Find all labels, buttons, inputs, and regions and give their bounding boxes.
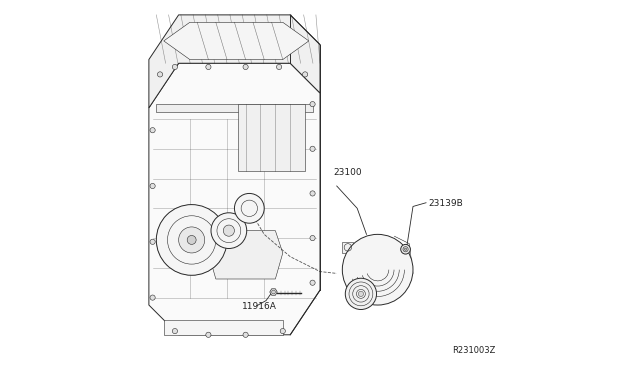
Circle shape [172,64,177,70]
Polygon shape [156,104,312,112]
Circle shape [310,146,315,151]
Circle shape [310,235,315,241]
Circle shape [310,280,315,285]
Text: 23100: 23100 [333,169,362,177]
Circle shape [276,64,282,70]
Circle shape [150,128,156,133]
Text: 11916A: 11916A [242,302,276,311]
Polygon shape [149,63,320,335]
Circle shape [404,248,406,250]
Polygon shape [209,231,283,279]
Polygon shape [164,320,283,335]
Circle shape [401,244,410,254]
Circle shape [156,205,227,275]
Polygon shape [270,289,277,295]
Polygon shape [342,242,353,253]
Circle shape [223,225,234,236]
Circle shape [206,64,211,70]
Circle shape [403,247,408,252]
Polygon shape [238,104,305,171]
Circle shape [243,332,248,337]
Circle shape [342,234,413,305]
Circle shape [150,295,156,300]
Circle shape [280,328,285,334]
Polygon shape [164,22,309,60]
Circle shape [234,193,264,223]
Circle shape [206,332,211,337]
Circle shape [271,290,275,294]
Circle shape [172,328,177,334]
Circle shape [211,213,246,248]
Circle shape [179,227,205,253]
Circle shape [150,239,156,244]
Text: R231003Z: R231003Z [452,346,495,355]
Circle shape [243,64,248,70]
Circle shape [358,291,364,296]
Circle shape [187,235,196,244]
Circle shape [157,72,163,77]
Text: 23139B: 23139B [428,199,463,208]
Circle shape [303,72,308,77]
Polygon shape [149,15,320,108]
Circle shape [310,191,315,196]
Circle shape [310,102,315,107]
Circle shape [150,183,156,189]
Circle shape [346,278,376,310]
